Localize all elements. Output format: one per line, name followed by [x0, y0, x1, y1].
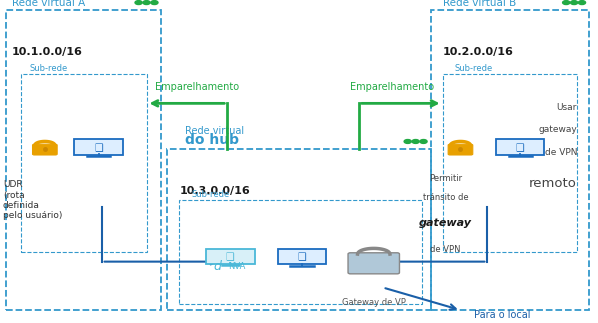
Circle shape	[135, 1, 142, 5]
Text: ❑: ❑	[516, 143, 524, 153]
Circle shape	[563, 1, 570, 5]
Text: remoto: remoto	[529, 177, 577, 190]
Text: Para o local: Para o local	[474, 310, 530, 320]
Bar	[21, 74, 147, 252]
Text: Sub-rede: Sub-rede	[191, 190, 230, 199]
Circle shape	[143, 1, 150, 5]
Text: Rede virtual B: Rede virtual B	[443, 0, 515, 8]
Text: ❑: ❑	[226, 253, 234, 263]
Text: Gateway de VP: Gateway de VP	[342, 298, 405, 307]
Text: Emparelhamento: Emparelhamento	[155, 82, 239, 92]
Text: ❑: ❑	[298, 253, 306, 263]
Text: UDR
(rota
definida
pelo usuário): UDR (rota definida pelo usuário)	[3, 180, 62, 220]
Text: Permitir: Permitir	[429, 174, 462, 183]
Text: NVA: NVA	[228, 262, 245, 271]
Bar	[431, 10, 589, 310]
Text: d: d	[214, 260, 222, 273]
FancyBboxPatch shape	[448, 144, 473, 155]
Circle shape	[570, 1, 578, 5]
FancyBboxPatch shape	[74, 139, 123, 154]
Text: gateway: gateway	[538, 125, 577, 134]
Text: tránsito de: tránsito de	[423, 193, 468, 202]
Circle shape	[151, 1, 158, 5]
Text: Rede virtual: Rede virtual	[185, 126, 245, 136]
FancyBboxPatch shape	[32, 144, 57, 155]
Text: de VPN: de VPN	[545, 148, 577, 157]
Circle shape	[578, 1, 585, 5]
FancyBboxPatch shape	[496, 139, 545, 154]
Bar	[443, 74, 577, 252]
Bar	[6, 10, 161, 310]
Text: gateway: gateway	[419, 218, 472, 228]
Text: Rede virtual A: Rede virtual A	[12, 0, 85, 8]
Circle shape	[412, 140, 419, 143]
Text: do hub: do hub	[185, 133, 239, 147]
Circle shape	[420, 140, 427, 143]
Bar	[179, 200, 422, 304]
Text: Emparelhamento: Emparelhamento	[350, 82, 434, 92]
Text: Sub-rede: Sub-rede	[454, 64, 493, 73]
Text: 10.3.0.0/16: 10.3.0.0/16	[179, 186, 250, 196]
FancyBboxPatch shape	[206, 248, 255, 264]
FancyBboxPatch shape	[348, 253, 399, 274]
Text: Sub-rede: Sub-rede	[30, 64, 68, 73]
Text: 10.2.0.0/16: 10.2.0.0/16	[443, 47, 514, 57]
Bar	[167, 149, 431, 310]
Text: de VPN: de VPN	[430, 245, 461, 254]
FancyBboxPatch shape	[277, 249, 327, 264]
Text: ❑: ❑	[94, 143, 103, 153]
Text: Usar: Usar	[557, 103, 577, 112]
Text: 10.1.0.0/16: 10.1.0.0/16	[12, 47, 83, 57]
Circle shape	[404, 140, 411, 143]
